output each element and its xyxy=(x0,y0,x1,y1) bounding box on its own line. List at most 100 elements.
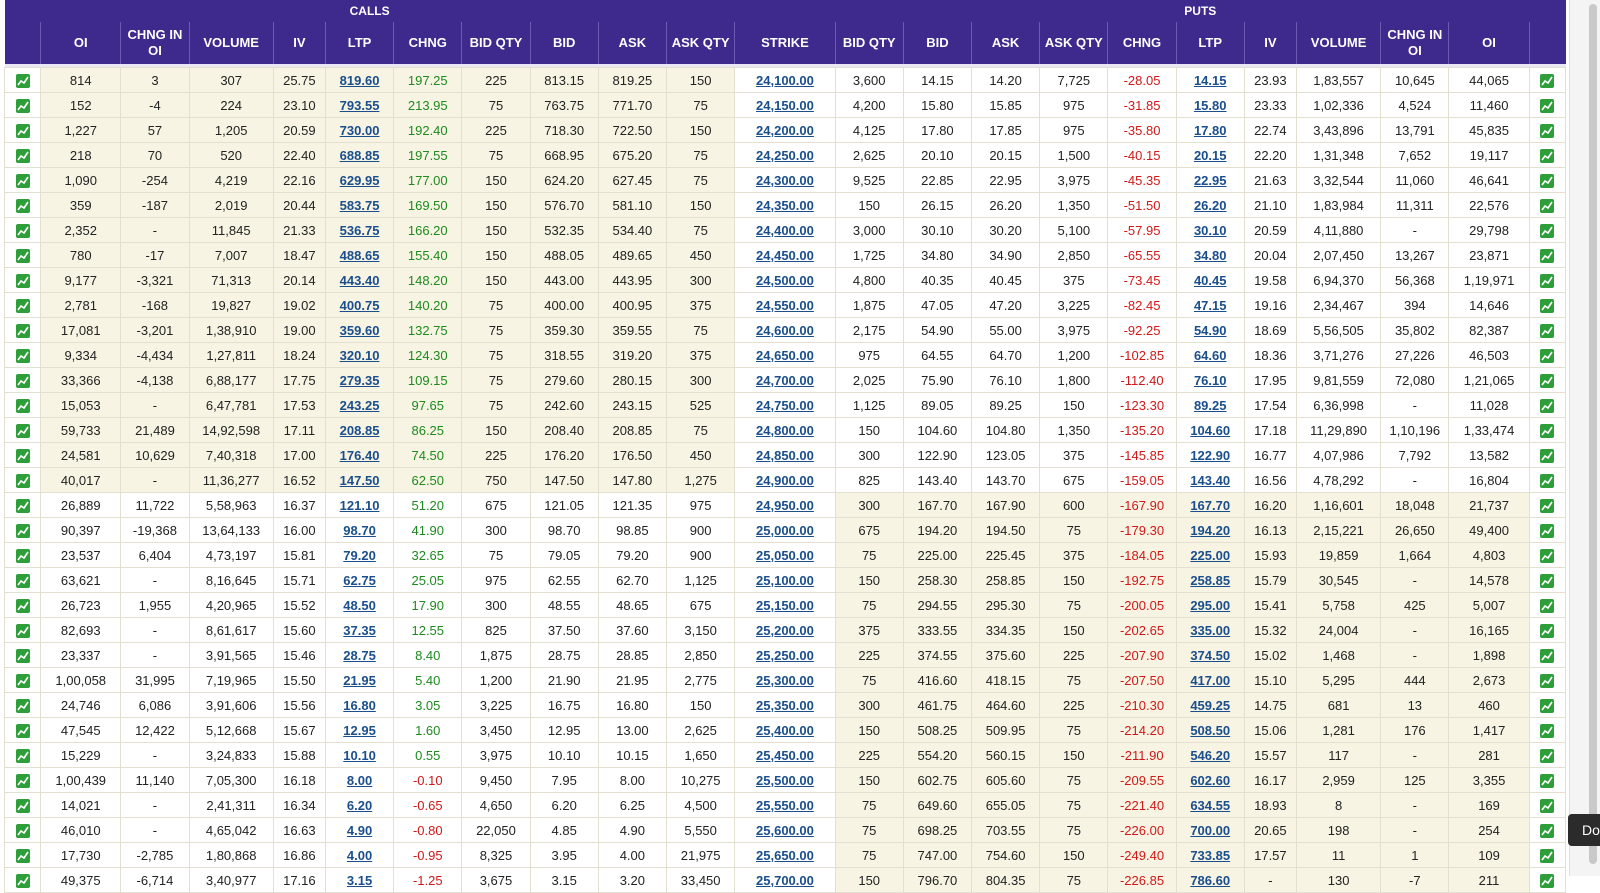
chart-icon[interactable] xyxy=(15,248,30,263)
chart-icon[interactable] xyxy=(15,523,30,538)
chart-icon[interactable] xyxy=(15,623,30,638)
chart-icon[interactable] xyxy=(15,473,30,488)
chart-icon[interactable] xyxy=(15,573,30,588)
call-ltp-link[interactable]: 21.95 xyxy=(343,672,376,688)
call-ltp-link[interactable]: 730.00 xyxy=(339,122,380,138)
chart-icon[interactable] xyxy=(1540,98,1555,113)
put-ltp-link[interactable]: 225.00 xyxy=(1190,547,1231,563)
chart-icon[interactable] xyxy=(1540,848,1555,863)
chart-icon[interactable] xyxy=(1540,723,1555,738)
chart-icon[interactable] xyxy=(1540,198,1555,213)
put-ltp-link[interactable]: 143.40 xyxy=(1190,472,1231,488)
put-ltp-link[interactable]: 40.45 xyxy=(1193,272,1227,288)
put-ltp-link[interactable]: 546.20 xyxy=(1190,747,1231,763)
chart-icon[interactable] xyxy=(1540,448,1555,463)
strike-link[interactable]: 25,250.00 xyxy=(756,647,814,663)
chart-icon[interactable] xyxy=(15,648,30,663)
strike-link[interactable]: 25,050.00 xyxy=(756,547,814,563)
call-ltp-link[interactable]: 16.80 xyxy=(343,697,376,713)
call-ltp-link[interactable]: 4.90 xyxy=(346,822,373,838)
chart-icon[interactable] xyxy=(15,373,30,388)
chart-icon[interactable] xyxy=(1540,148,1555,163)
chart-icon[interactable] xyxy=(1540,323,1555,338)
chart-icon[interactable] xyxy=(1540,623,1555,638)
put-ltp-link[interactable]: 26.20 xyxy=(1193,197,1227,213)
strike-link[interactable]: 24,550.00 xyxy=(756,297,814,313)
put-ltp-link[interactable]: 20.15 xyxy=(1193,147,1227,163)
chart-icon[interactable] xyxy=(1540,473,1555,488)
call-ltp-link[interactable]: 147.50 xyxy=(339,472,380,488)
strike-link[interactable]: 25,100.00 xyxy=(756,572,814,588)
strike-link[interactable]: 24,600.00 xyxy=(756,322,814,338)
call-ltp-link[interactable]: 10.10 xyxy=(343,747,376,763)
strike-link[interactable]: 25,500.00 xyxy=(756,772,814,788)
strike-link[interactable]: 24,150.00 xyxy=(756,97,814,113)
put-ltp-link[interactable]: 417.00 xyxy=(1190,672,1231,688)
put-ltp-link[interactable]: 459.25 xyxy=(1190,697,1231,713)
chart-icon[interactable] xyxy=(15,73,30,88)
put-ltp-link[interactable]: 76.10 xyxy=(1193,372,1227,388)
chart-icon[interactable] xyxy=(1540,348,1555,363)
put-ltp-link[interactable]: 194.20 xyxy=(1190,522,1231,538)
put-ltp-link[interactable]: 508.50 xyxy=(1190,722,1231,738)
chart-icon[interactable] xyxy=(15,123,30,138)
put-ltp-link[interactable]: 34.80 xyxy=(1193,247,1227,263)
chart-icon[interactable] xyxy=(15,748,30,763)
chart-icon[interactable] xyxy=(1540,523,1555,538)
put-ltp-link[interactable]: 167.70 xyxy=(1190,497,1231,513)
strike-link[interactable]: 24,250.00 xyxy=(756,147,814,163)
call-ltp-link[interactable]: 443.40 xyxy=(339,272,380,288)
chart-icon[interactable] xyxy=(1540,423,1555,438)
chart-icon[interactable] xyxy=(15,148,30,163)
put-ltp-link[interactable]: 47.15 xyxy=(1193,297,1227,313)
chart-icon[interactable] xyxy=(15,598,30,613)
put-ltp-link[interactable]: 89.25 xyxy=(1193,397,1227,413)
vertical-scrollbar[interactable] xyxy=(1569,0,1600,876)
call-ltp-link[interactable]: 28.75 xyxy=(343,647,376,663)
put-ltp-link[interactable]: 64.60 xyxy=(1193,347,1227,363)
chart-icon[interactable] xyxy=(15,298,30,313)
strike-link[interactable]: 24,100.00 xyxy=(756,72,814,88)
chart-icon[interactable] xyxy=(15,323,30,338)
call-ltp-link[interactable]: 12.95 xyxy=(343,722,376,738)
chart-icon[interactable] xyxy=(1540,123,1555,138)
strike-link[interactable]: 24,300.00 xyxy=(756,172,814,188)
call-ltp-link[interactable]: 79.20 xyxy=(343,547,376,563)
strike-link[interactable]: 25,300.00 xyxy=(756,672,814,688)
chart-icon[interactable] xyxy=(15,723,30,738)
corner-tab[interactable]: Do xyxy=(1568,814,1600,846)
call-ltp-link[interactable]: 243.25 xyxy=(339,397,380,413)
call-ltp-link[interactable]: 208.85 xyxy=(339,422,380,438)
chart-icon[interactable] xyxy=(15,98,30,113)
chart-icon[interactable] xyxy=(1540,673,1555,688)
call-ltp-link[interactable]: 279.35 xyxy=(339,372,380,388)
chart-icon[interactable] xyxy=(1540,648,1555,663)
chart-icon[interactable] xyxy=(1540,298,1555,313)
strike-link[interactable]: 25,650.00 xyxy=(756,847,814,863)
call-ltp-link[interactable]: 819.60 xyxy=(339,72,380,88)
chart-icon[interactable] xyxy=(1540,248,1555,263)
call-ltp-link[interactable]: 98.70 xyxy=(343,522,376,538)
put-ltp-link[interactable]: 14.15 xyxy=(1193,72,1227,88)
strike-link[interactable]: 24,850.00 xyxy=(756,447,814,463)
strike-link[interactable]: 24,200.00 xyxy=(756,122,814,138)
call-ltp-link[interactable]: 8.00 xyxy=(346,772,373,788)
strike-link[interactable]: 25,150.00 xyxy=(756,597,814,613)
put-ltp-link[interactable]: 634.55 xyxy=(1190,797,1231,813)
chart-icon[interactable] xyxy=(1540,498,1555,513)
strike-link[interactable]: 24,950.00 xyxy=(756,497,814,513)
call-ltp-link[interactable]: 629.95 xyxy=(339,172,380,188)
chart-icon[interactable] xyxy=(15,673,30,688)
call-ltp-link[interactable]: 320.10 xyxy=(339,347,380,363)
chart-icon[interactable] xyxy=(15,498,30,513)
call-ltp-link[interactable]: 400.75 xyxy=(339,297,380,313)
strike-link[interactable]: 24,650.00 xyxy=(756,347,814,363)
strike-link[interactable]: 24,900.00 xyxy=(756,472,814,488)
call-ltp-link[interactable]: 359.60 xyxy=(339,322,380,338)
chart-icon[interactable] xyxy=(15,423,30,438)
chart-icon[interactable] xyxy=(1540,173,1555,188)
strike-link[interactable]: 25,600.00 xyxy=(756,822,814,838)
call-ltp-link[interactable]: 62.75 xyxy=(343,572,376,588)
chart-icon[interactable] xyxy=(15,398,30,413)
chart-icon[interactable] xyxy=(1540,698,1555,713)
